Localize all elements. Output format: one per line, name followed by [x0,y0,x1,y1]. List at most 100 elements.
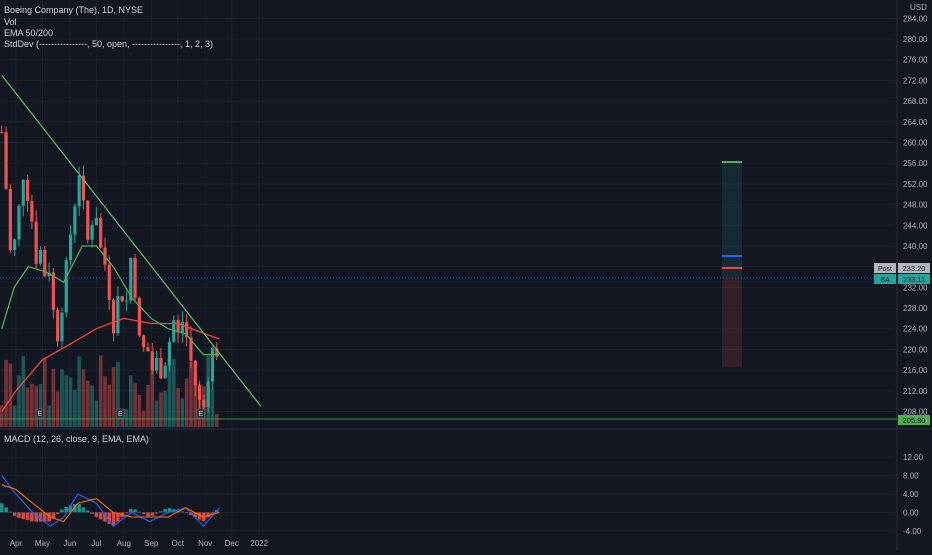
volume-bar [107,384,112,427]
ema50-line[interactable] [1,245,220,356]
stop-zone[interactable] [722,277,742,367]
volume-bar [180,398,185,427]
candle-body [215,348,219,357]
target-zone[interactable] [722,162,742,277]
macd-histogram-bar [193,512,198,518]
chart-title: Boeing Company (The), 1D, NYSE [4,5,143,15]
macd-tick-label: 0.00 [903,508,919,517]
price-tick-label: 272.00 [903,76,928,85]
price-tag-value: 205.80 [903,416,926,425]
macd-histogram-bar [98,512,103,520]
price-tick-label: 224.00 [903,325,928,334]
price-tick-label: 216.00 [903,366,928,375]
volume-bar [85,380,90,427]
volume-bar [21,356,26,427]
volume-bar [73,389,77,427]
macd-histogram-bar [0,503,4,513]
candle-body [34,221,38,264]
time-axis[interactable]: Apr May Jun Jul Aug Sep Oct Nov Dec 2022 [10,539,269,548]
volume-bar [60,369,64,427]
grid-lines [0,0,895,540]
volume-bar [81,369,86,427]
macd-histogram-bar [8,511,13,513]
volume-bar [120,414,124,427]
candle-body [68,234,73,261]
indicator-vol[interactable]: Vol [4,17,17,27]
volume-bar [171,359,176,427]
macd-tick-label: -4.00 [903,527,922,536]
candle-body [116,296,120,334]
candle-body [176,320,180,333]
long-position-tool[interactable] [722,161,742,367]
candle-body [150,351,154,371]
macd-line[interactable] [1,475,220,528]
volume-bar [154,400,159,427]
volume-bar [137,394,142,427]
price-tick-label: 256.00 [903,159,928,168]
volume-bar [25,387,30,427]
candle-body [146,347,150,352]
candle-body [193,360,197,386]
macd-histogram-bar [167,508,172,513]
macd-histogram-bar [197,512,202,520]
macd-histogram-bar [116,512,120,522]
volume-bar [189,361,193,427]
candle-body [90,225,94,240]
macd-histogram-bar [206,512,210,518]
volume-bar [94,400,99,427]
price-tag-name: Post [878,266,892,273]
time-tick-label: Dec [225,539,239,548]
macd-histogram-bar [210,512,215,514]
macd-histogram-bar [159,511,163,513]
candle-body [142,335,146,348]
volume-bar [163,390,167,427]
indicator-stddev[interactable]: StdDev (----------------, 50, open, ----… [4,39,213,49]
ema200-line[interactable] [1,317,220,412]
candle-body [60,312,64,342]
price-tick-label: 220.00 [903,345,928,354]
macd-histogram-bar [68,505,73,513]
price-tick-label: 248.00 [903,201,928,210]
volume-bar [184,378,189,427]
price-tick-label: 260.00 [903,138,928,147]
macd-histogram-bar [77,504,81,513]
price-tick-label: 240.00 [903,242,928,251]
candle-body [8,188,12,251]
earnings-marker-label: E [37,411,42,418]
candle-body [137,297,141,336]
price-tick-label: 276.00 [903,56,928,65]
volume-bar [47,405,51,427]
macd-histogram-bar [128,508,133,513]
time-tick-label: Sep [144,539,159,548]
earnings-marker[interactable] [115,408,125,419]
candle-body [56,309,60,342]
candle-body [210,348,215,382]
earnings-marker[interactable] [35,408,45,419]
time-tick-label: Apr [10,539,23,548]
macd-histogram-bar [85,510,90,513]
macd-tick-label: 4.00 [903,490,919,499]
trendline[interactable] [1,74,262,407]
volume-bar [133,383,137,427]
macd-histogram-bar [90,512,94,514]
macd-histogram-bar [133,509,137,513]
macd-histogram-bar [137,511,142,513]
earnings-marker[interactable] [196,408,206,419]
candle-body [25,179,30,201]
signal-line[interactable] [1,484,220,523]
macd-axis[interactable]: 12.00 8.00 4.00 0.00 -4.00 [903,453,924,536]
macd-histogram-bar [111,512,116,526]
macd-histogram-bar [38,512,43,522]
macd-histogram-bar [17,512,21,518]
candle-body [206,381,210,407]
candle-body [159,358,163,379]
candle-body [94,218,98,226]
indicator-ema[interactable]: EMA 50/200 [4,28,53,38]
price-tick-label: 280.00 [903,35,928,44]
macd-title[interactable]: MACD (12, 26, close, 9, EMA, EMA) [4,434,149,444]
volume-bar [51,368,56,427]
macd-histogram-bar [81,507,86,513]
